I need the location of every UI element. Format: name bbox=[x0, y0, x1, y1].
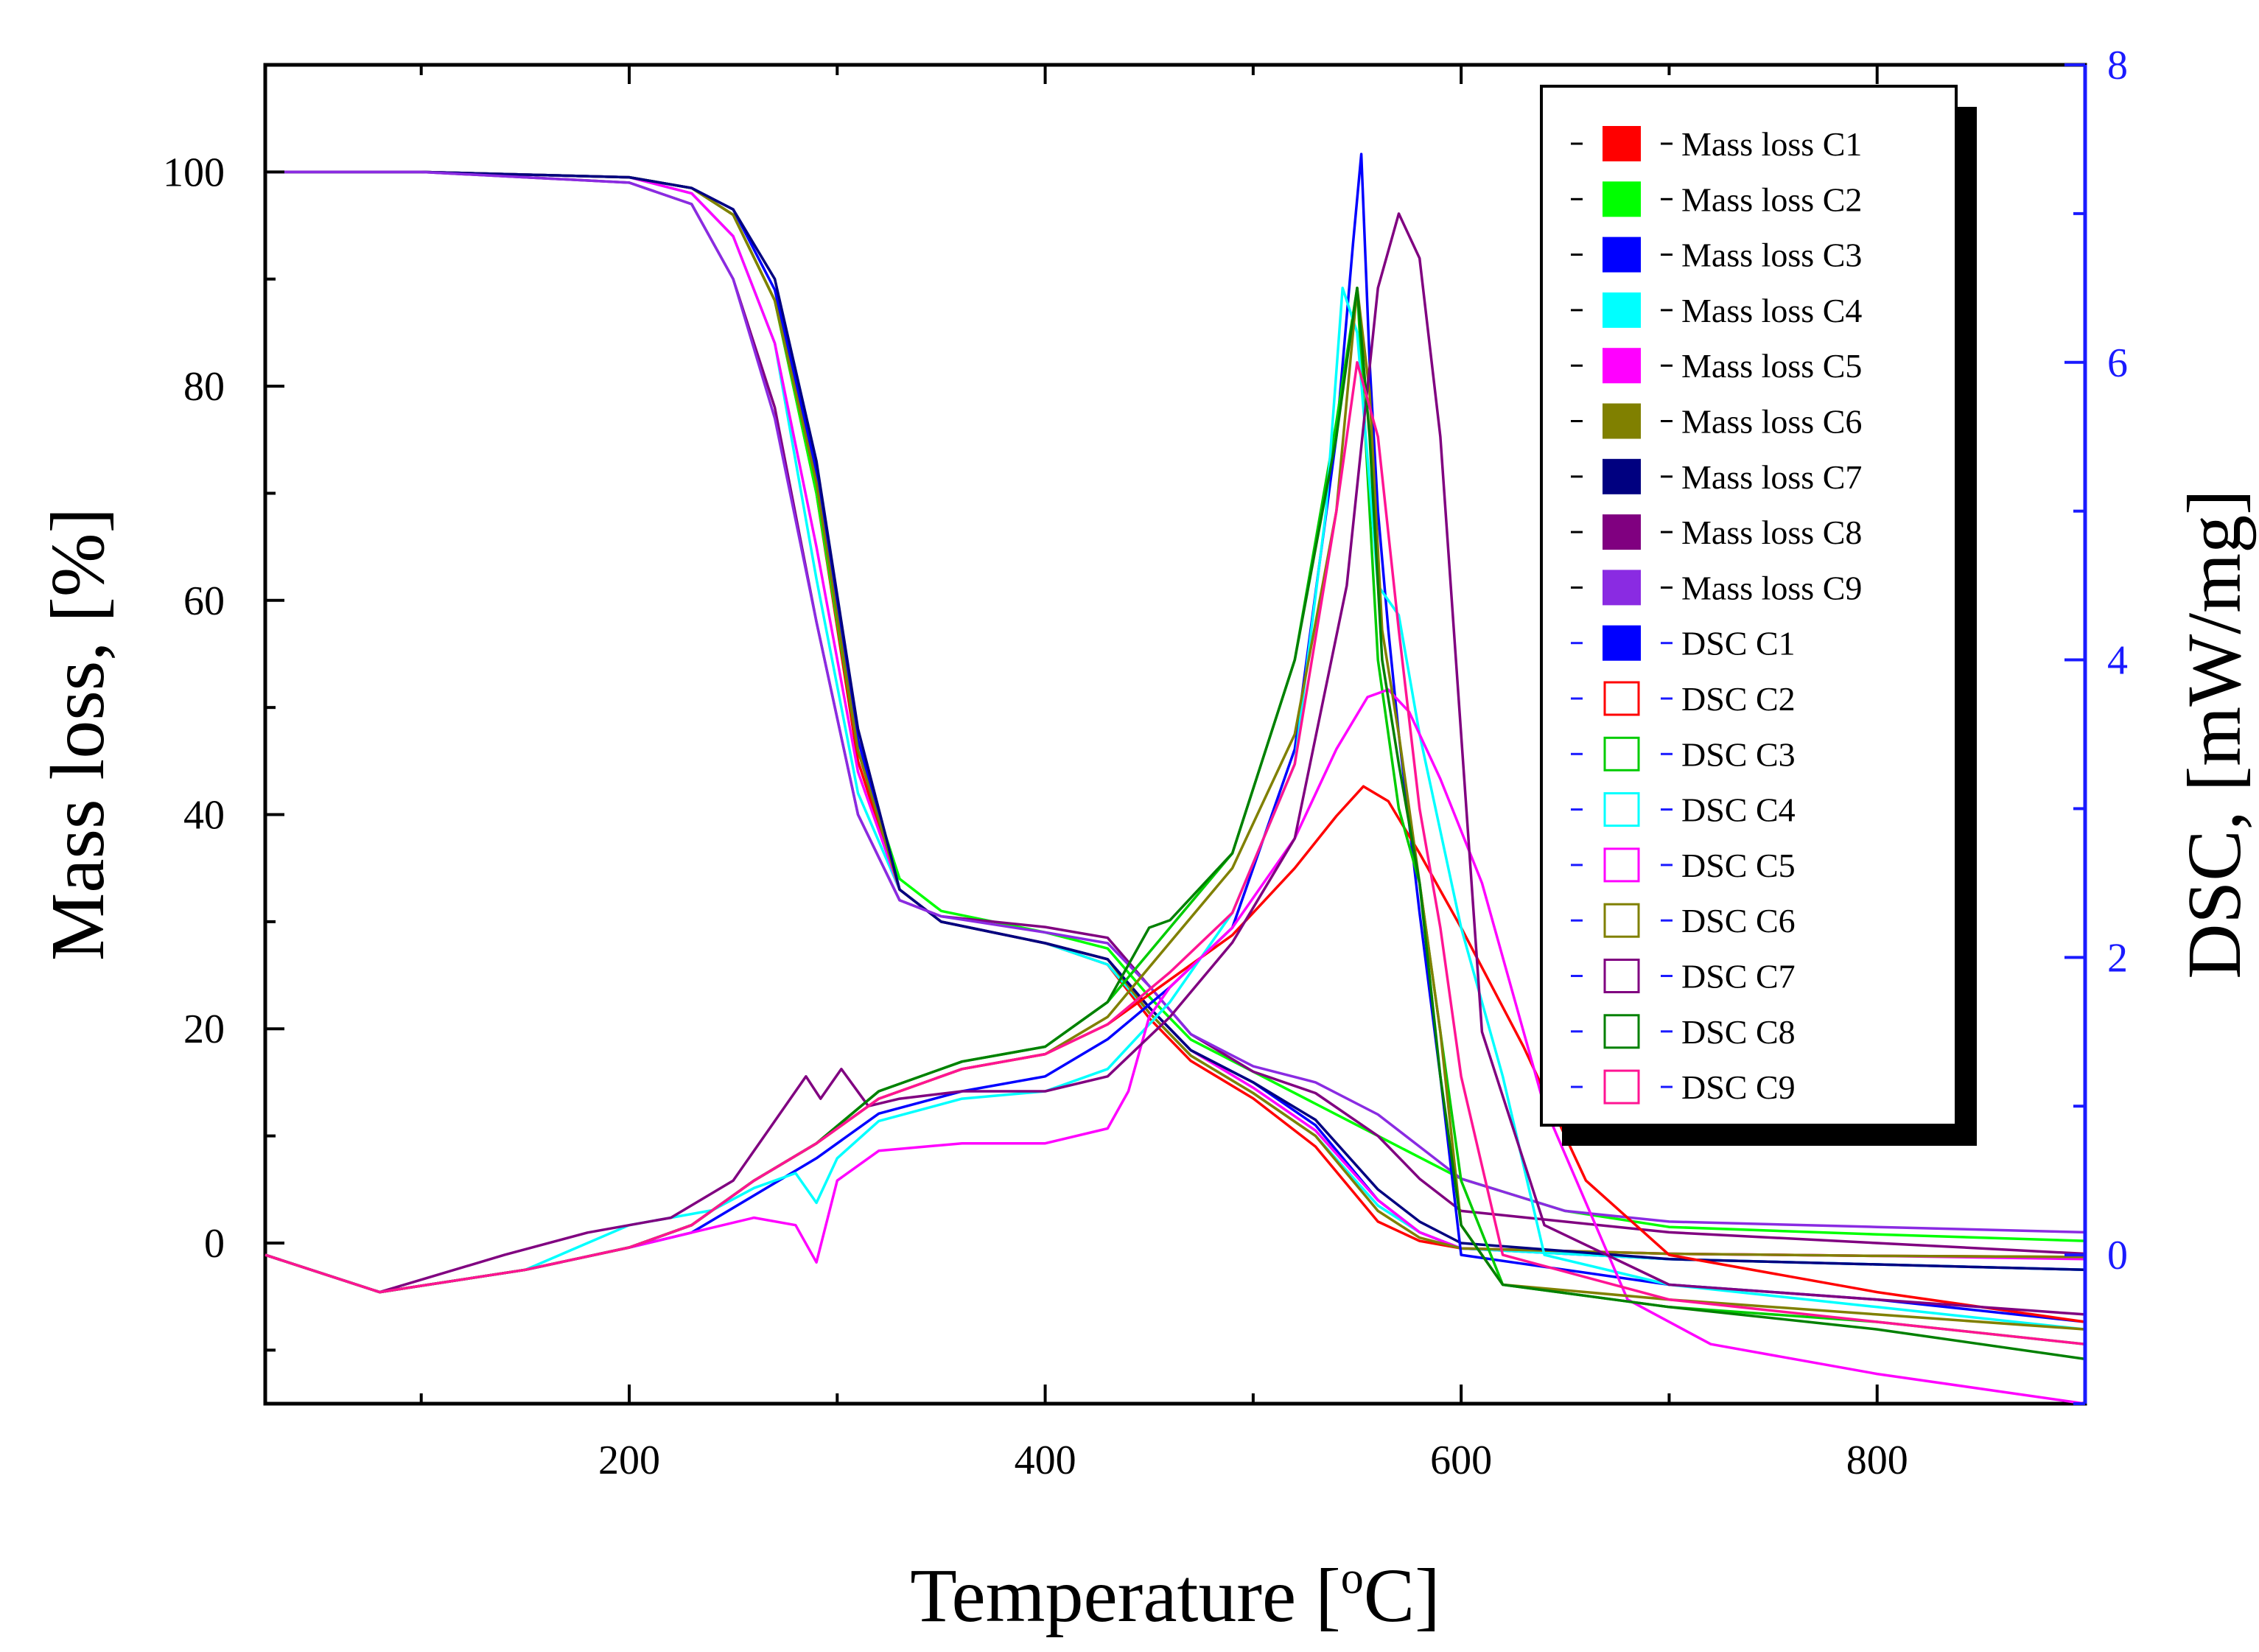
y-tick-label-60: 60 bbox=[183, 578, 225, 624]
legend-swatch-dsc-c8 bbox=[1603, 1014, 1640, 1049]
legend-label-dsc-c9: DSC C9 bbox=[1681, 1068, 1796, 1106]
legend: Mass loss C1 Mass loss C2 Mass loss C3 Mass… bbox=[1540, 85, 1977, 1146]
y-tick-label-40: 40 bbox=[183, 793, 225, 839]
legend-label-dsc-c1: DSC C1 bbox=[1681, 625, 1796, 662]
legend-label-mass-loss-c1: Mass loss C1 bbox=[1681, 125, 1862, 163]
legend-label-mass-loss-c6: Mass loss C6 bbox=[1681, 403, 1862, 441]
legend-swatch-dsc-c1 bbox=[1603, 625, 1641, 661]
legend-label-dsc-c2: DSC C2 bbox=[1681, 680, 1796, 718]
y-tick-label-100: 100 bbox=[163, 150, 225, 195]
legend-swatch-dsc-c4 bbox=[1603, 792, 1640, 827]
dsc-series-group bbox=[265, 153, 2086, 1405]
legend-label-mass-loss-c9: Mass loss C9 bbox=[1681, 569, 1862, 606]
y-axis-right-title: DSC, [mW/mg] bbox=[2172, 489, 2257, 979]
legend-swatch-mass-loss-c1 bbox=[1603, 126, 1641, 161]
y-tick-label-80: 80 bbox=[183, 364, 225, 410]
series-line-dsc-c5 bbox=[265, 688, 2086, 1405]
series-line-dsc-c7 bbox=[265, 212, 2086, 1316]
legend-label-dsc-c3: DSC C3 bbox=[1681, 735, 1796, 773]
y2-tick-label-8: 8 bbox=[2107, 43, 2128, 88]
legend-swatch-dsc-c9 bbox=[1603, 1069, 1640, 1105]
legend-swatch-dsc-c5 bbox=[1603, 847, 1640, 883]
legend-label-mass-loss-c4: Mass loss C4 bbox=[1681, 292, 1862, 329]
x-tick-label-400: 400 bbox=[1015, 1438, 1076, 1483]
legend-label-dsc-c7: DSC C7 bbox=[1681, 958, 1796, 995]
mass-loss-series-group bbox=[265, 170, 2086, 1272]
y2-tick-label-6: 6 bbox=[2107, 340, 2128, 386]
legend-swatch-dsc-c6 bbox=[1603, 903, 1640, 938]
legend-label-mass-loss-c8: Mass loss C8 bbox=[1681, 514, 1862, 551]
legend-swatch-dsc-c7 bbox=[1603, 959, 1640, 993]
x-tick-label-800: 800 bbox=[1846, 1438, 1908, 1483]
legend-swatch-mass-loss-c7 bbox=[1603, 458, 1641, 494]
x-tick-label-200: 200 bbox=[598, 1438, 660, 1483]
legend-label-mass-loss-c5: Mass loss C5 bbox=[1681, 347, 1862, 385]
y2-tick-label-2: 2 bbox=[2107, 935, 2128, 981]
plot-area bbox=[263, 63, 2087, 1406]
legend-label-mass-loss-c7: Mass loss C7 bbox=[1681, 458, 1862, 496]
y2-tick-label-0: 0 bbox=[2107, 1233, 2128, 1278]
legend-label-mass-loss-c2: Mass loss C2 bbox=[1681, 181, 1862, 218]
y-axis-right: 0 2 4 6 8 bbox=[2064, 43, 2128, 1405]
y-axis-left-title: Mass loss, [%] bbox=[35, 508, 120, 961]
y-axis-left: 0 20 40 60 80 100 bbox=[163, 63, 284, 1352]
legend-label-dsc-c8: DSC C8 bbox=[1681, 1013, 1796, 1051]
series-line-dsc-c4 bbox=[265, 287, 2086, 1331]
series-line-mass-loss-c7 bbox=[265, 170, 2086, 1272]
series-line-mass-loss-c9 bbox=[265, 170, 2086, 1234]
legend-label-dsc-c4: DSC C4 bbox=[1681, 791, 1796, 829]
legend-label-dsc-c5: DSC C5 bbox=[1681, 847, 1796, 884]
x-axis: 200 400 600 800 bbox=[419, 65, 2087, 1483]
y2-tick-label-4: 4 bbox=[2107, 638, 2128, 684]
legend-swatch-mass-loss-c5 bbox=[1603, 348, 1641, 384]
legend-label-dsc-c6: DSC C6 bbox=[1681, 902, 1796, 939]
legend-swatch-mass-loss-c2 bbox=[1603, 181, 1641, 217]
x-axis-title: Temperature [oC] bbox=[910, 1553, 1440, 1638]
x-tick-label-600: 600 bbox=[1430, 1438, 1492, 1483]
legend-swatch-mass-loss-c3 bbox=[1603, 237, 1641, 273]
y-tick-label-20: 20 bbox=[183, 1007, 225, 1052]
legend-swatch-dsc-c2 bbox=[1603, 681, 1640, 716]
series-line-dsc-c9 bbox=[265, 361, 2086, 1345]
legend-swatch-dsc-c3 bbox=[1603, 736, 1640, 771]
y-tick-label-0: 0 bbox=[204, 1221, 225, 1267]
legend-swatch-mass-loss-c6 bbox=[1603, 403, 1641, 439]
legend-swatch-mass-loss-c9 bbox=[1603, 570, 1641, 606]
legend-label-mass-loss-c3: Mass loss C3 bbox=[1681, 237, 1862, 274]
legend-swatch-mass-loss-c4 bbox=[1603, 292, 1641, 328]
legend-items: Mass loss C1 Mass loss C2 Mass loss C3 Mass… bbox=[1571, 125, 1862, 1106]
x-axis-title-sup: o bbox=[1341, 1553, 1364, 1603]
legend-swatch-mass-loss-c8 bbox=[1603, 514, 1641, 550]
